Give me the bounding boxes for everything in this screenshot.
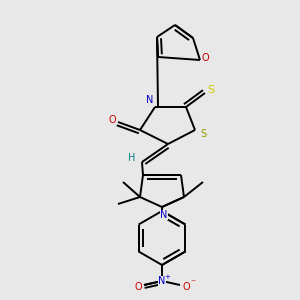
Text: O: O bbox=[201, 53, 209, 63]
Text: O: O bbox=[182, 282, 190, 292]
Text: O: O bbox=[134, 282, 142, 292]
Text: N: N bbox=[146, 95, 154, 105]
Text: ⁻: ⁻ bbox=[190, 278, 196, 288]
Text: S: S bbox=[207, 85, 214, 95]
Text: N: N bbox=[158, 276, 166, 286]
Text: O: O bbox=[108, 115, 116, 125]
Text: +: + bbox=[164, 274, 170, 280]
Text: H: H bbox=[128, 153, 136, 163]
Text: S: S bbox=[200, 129, 206, 139]
Text: N: N bbox=[160, 210, 168, 220]
